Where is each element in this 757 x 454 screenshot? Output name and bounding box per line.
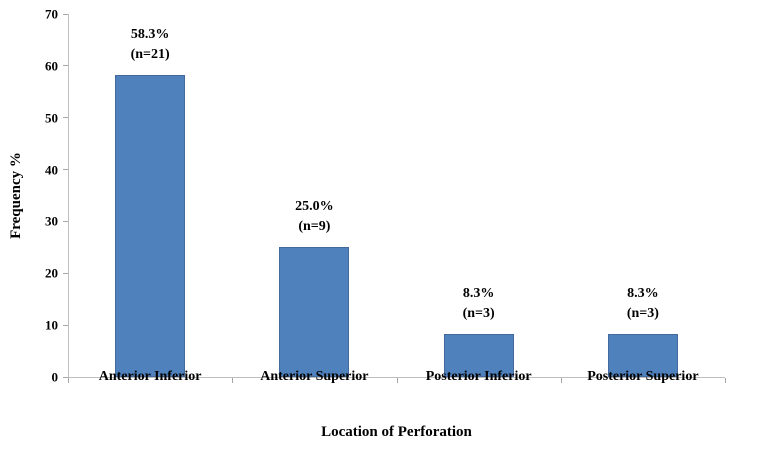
bar-value-label: 58.3% — [130, 26, 170, 42]
bar-anterior-superior — [279, 247, 350, 377]
y-tick-label: 40 — [45, 162, 58, 178]
y-axis-tick — [63, 376, 68, 378]
y-axis-tick — [63, 272, 68, 274]
bar-data-label: 25.0% (n=9) — [234, 197, 394, 237]
bar-data-label: 8.3% (n=3) — [399, 284, 559, 324]
y-tick-label: 30 — [45, 213, 58, 229]
plot-area: 0 10 20 30 40 50 60 70 58.3% (n=21) 25.0% (n=9) 8.3%… — [45, 8, 726, 384]
x-category-label: Posterior Inferior — [425, 369, 532, 384]
y-axis-tick — [63, 13, 68, 15]
bar-count-label: (n=21) — [130, 46, 170, 62]
y-tick-label: 70 — [45, 6, 58, 22]
x-axis-tick — [725, 378, 726, 383]
bar-count-label: (n=3) — [626, 305, 659, 321]
bar-data-label: 8.3% (n=3) — [563, 284, 723, 324]
y-axis-tick — [63, 117, 68, 119]
bar-anterior-inferior — [115, 74, 186, 377]
bar-posterior-superior — [607, 333, 678, 377]
bar-posterior-inferior — [443, 333, 514, 377]
y-axis-tick — [63, 169, 68, 171]
x-axis-tick — [68, 378, 69, 383]
y-axis-tick — [63, 65, 68, 67]
y-tick-label: 60 — [45, 58, 58, 74]
x-category-label: Posterior Superior — [587, 369, 699, 384]
x-category-label: Anterior Superior — [260, 369, 369, 384]
bar-value-label: 25.0% — [295, 199, 334, 215]
y-axis-tick — [63, 324, 68, 326]
x-axis-tick — [560, 378, 562, 383]
bar-count-label: (n=3) — [462, 305, 495, 321]
y-tick-label: 10 — [45, 317, 58, 333]
y-tick-label: 20 — [45, 265, 58, 281]
y-tick-label: 0 — [51, 369, 59, 385]
x-axis-tick — [396, 378, 398, 383]
x-category-label: Anterior Inferior — [98, 369, 202, 384]
x-axis-title: Location of Perforation — [321, 424, 472, 440]
bar-data-label: 58.3% (n=21) — [70, 25, 230, 65]
bar-count-label: (n=9) — [298, 219, 331, 235]
y-axis-line — [68, 14, 69, 377]
x-axis-tick — [232, 378, 234, 383]
y-tick-label: 50 — [45, 110, 58, 126]
bar-value-label: 8.3% — [627, 285, 659, 301]
x-axis-line — [68, 377, 725, 378]
bar-value-label: 8.3% — [462, 285, 495, 301]
y-axis-tick — [63, 220, 68, 222]
